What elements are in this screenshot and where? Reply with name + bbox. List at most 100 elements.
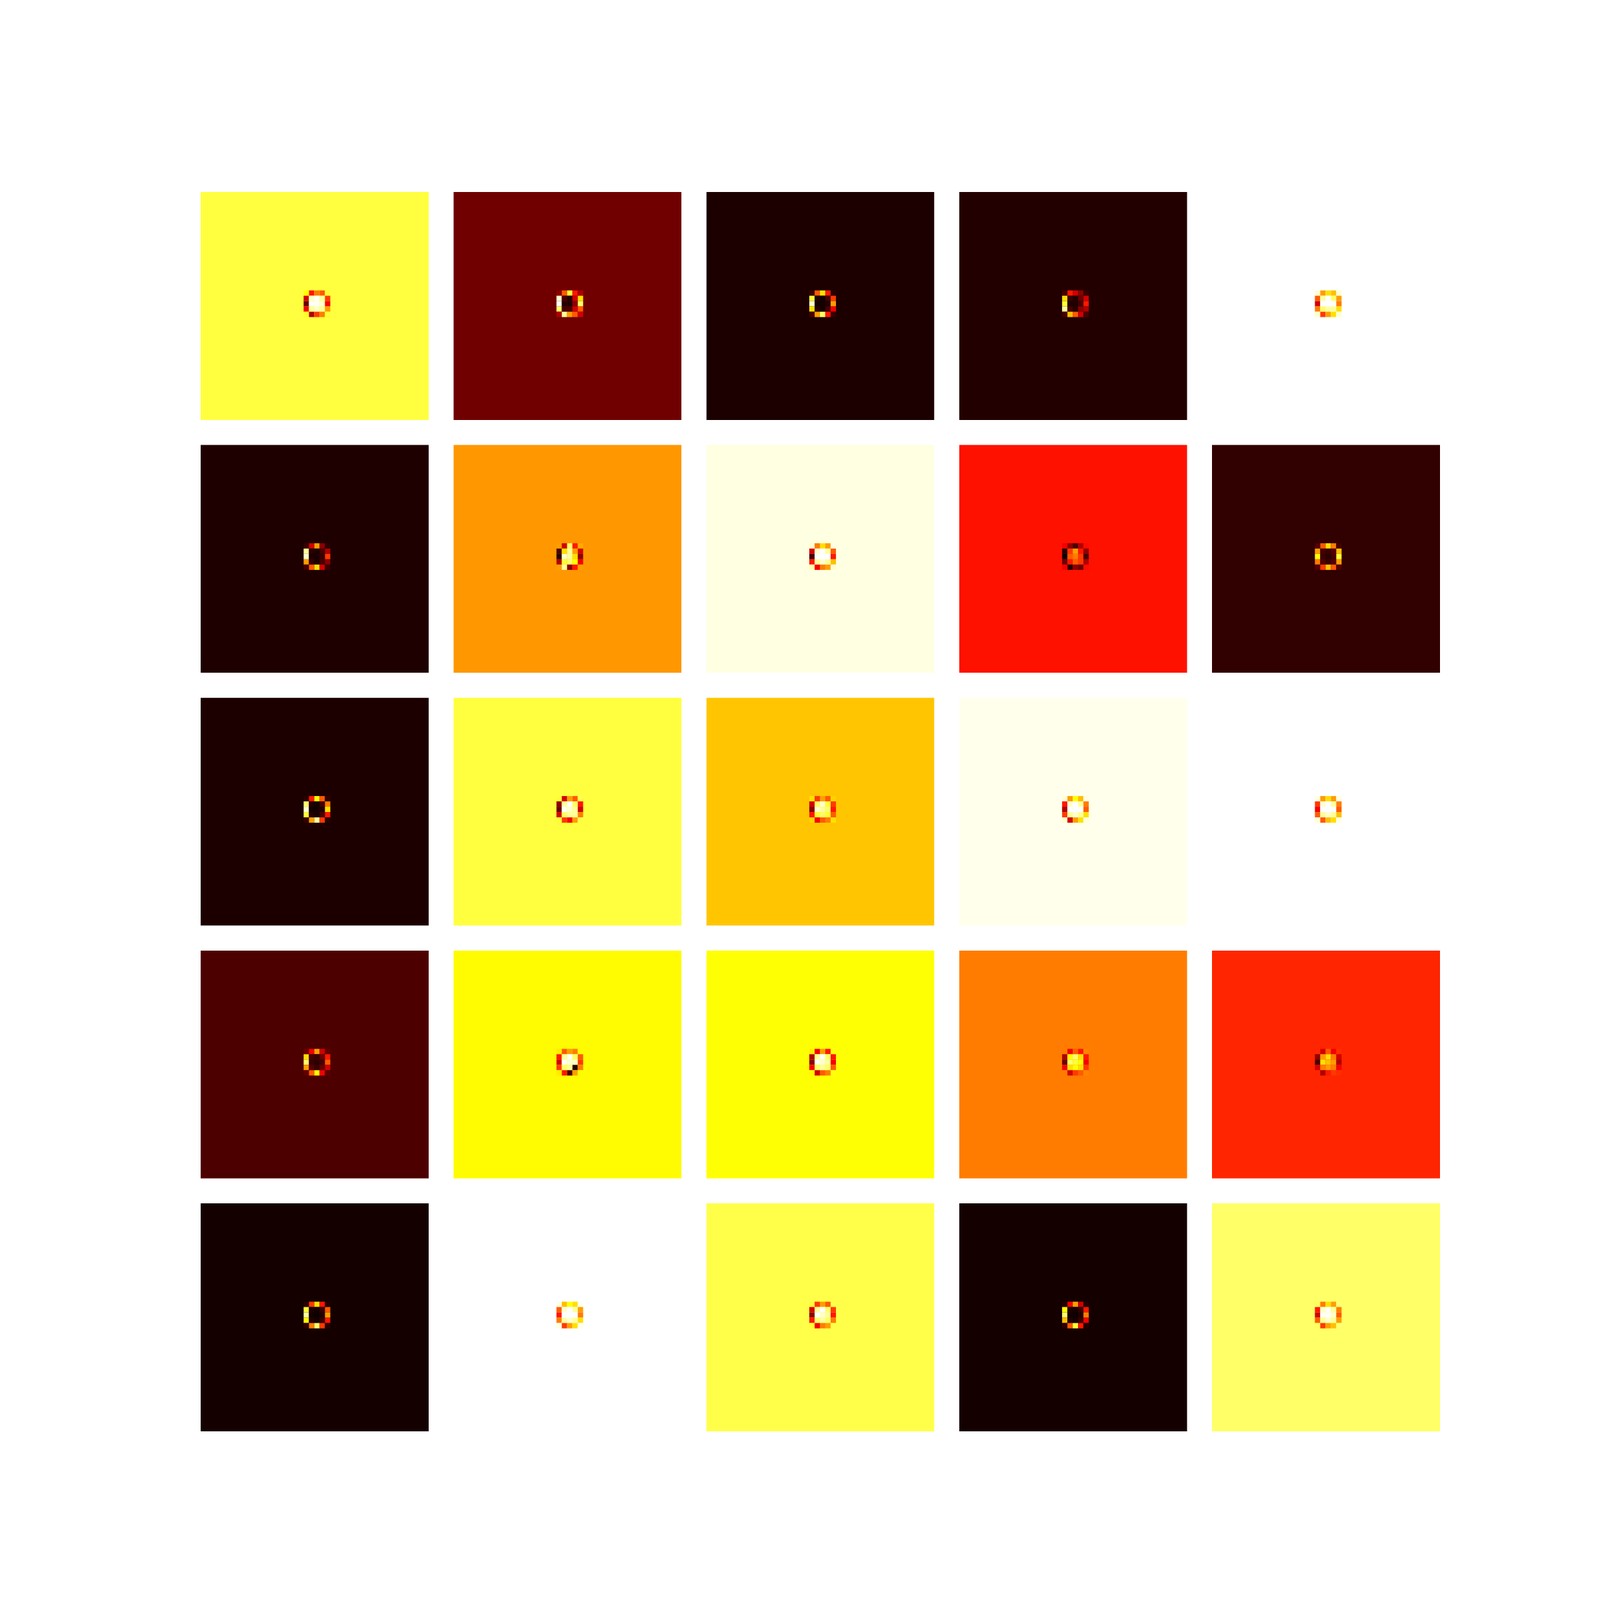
heatmap-cell [567,817,573,823]
heatmap-cell [1083,290,1089,296]
heatmap-cell [1336,548,1342,554]
heatmap-panel [706,950,934,1179]
heatmap-cell [814,564,820,570]
heatmap-cell [303,1323,309,1329]
heatmap-cell [314,290,320,296]
heatmap-cell [572,1312,578,1318]
heatmap-cell [1320,306,1326,312]
heatmap-cell [830,1064,836,1070]
heatmap-cell [1062,564,1068,570]
heatmap-cell [314,1054,320,1060]
heatmap-cell [303,559,309,565]
heatmap-cell [809,1318,815,1324]
heatmap-cell [567,306,573,312]
heatmap-cell [572,301,578,307]
heatmap-cell [1325,564,1331,570]
heatmap-cell [1330,1307,1336,1313]
heatmap-cell [814,1064,820,1070]
heatmap-cell [562,796,568,802]
heatmap-cell [1336,306,1342,312]
heatmap-cell [567,290,573,296]
heatmap-cell [1083,1318,1089,1324]
heatmap-cell [1062,796,1068,802]
heatmap-cell [1330,1318,1336,1324]
heatmap-cell [572,1064,578,1070]
heatmap-cell [324,290,330,296]
heatmap-cell [308,1323,314,1329]
heatmap-cell [567,1059,573,1065]
heatmap-cell [814,1312,820,1318]
heatmap-cell [1072,1054,1078,1060]
heatmap-cell [562,554,568,560]
heatmap-cell [556,1302,562,1308]
heatmap-cell [567,801,573,807]
heatmap-cell [1072,817,1078,823]
heatmap-cell [830,1059,836,1065]
heatmap-cell [1062,1302,1068,1308]
heatmap-cell [1072,306,1078,312]
heatmap-cell [1078,1064,1084,1070]
heatmap-cell [1062,1059,1068,1065]
heatmap-cell [1336,564,1342,570]
heatmap-background [706,444,934,673]
heatmap-cell [567,1070,573,1076]
heatmap-cell [578,564,584,570]
heatmap-cell [567,1054,573,1060]
heatmap-cell [1067,559,1073,565]
heatmap-cell [1325,312,1331,318]
heatmap-cell [1314,1302,1320,1308]
heatmap-cell [567,1323,573,1329]
heatmap-cell [1325,559,1331,565]
heatmap-cell [562,290,568,296]
heatmap-cell [1083,817,1089,823]
heatmap-background [959,1203,1188,1432]
heatmap-cell [1072,312,1078,318]
heatmap-cell [1314,1323,1320,1329]
heatmap-cell [820,296,826,302]
heatmap-cell [572,1054,578,1060]
heatmap-cell [324,1312,330,1318]
heatmap-cell [1083,1302,1089,1308]
heatmap-cell [814,290,820,296]
heatmap-cell [814,1302,820,1308]
heatmap-cell [825,301,831,307]
heatmap-cell [308,812,314,818]
heatmap-cell [1067,543,1073,549]
heatmap-background [453,697,682,926]
heatmap-cell [1325,801,1331,807]
heatmap-cell [1314,1070,1320,1076]
heatmap-cell [830,796,836,802]
heatmap-cell [1314,1059,1320,1065]
heatmap-cell [820,1307,826,1313]
heatmap-cell [1083,306,1089,312]
heatmap-cell [1325,1312,1331,1318]
heatmap-cell [1325,554,1331,560]
heatmap-cell [314,1323,320,1329]
heatmap-cell [1072,543,1078,549]
heatmap-cell [319,812,325,818]
heatmap-cell [825,1307,831,1313]
heatmap-cell [1067,1323,1073,1329]
heatmap-cell [324,548,330,554]
heatmap-cell [314,564,320,570]
heatmap-cell [1336,1064,1342,1070]
heatmap-cell [324,564,330,570]
heatmap-cell [1336,554,1342,560]
heatmap-cell [572,796,578,802]
heatmap-cell [1078,1307,1084,1313]
heatmap-cell [578,1059,584,1065]
heatmap-cell [303,806,309,812]
heatmap-cell [1083,296,1089,302]
heatmap-cell [567,312,573,318]
heatmap-cell [1320,1059,1326,1065]
heatmap-cell [814,817,820,823]
heatmap-cell [556,1312,562,1318]
heatmap-panel [200,697,429,926]
heatmap-cell [303,306,309,312]
heatmap-cell [303,817,309,823]
heatmap-cell [1320,290,1326,296]
heatmap-cell [1067,301,1073,307]
heatmap-cell [324,312,330,318]
heatmap-cell [1062,312,1068,318]
heatmap-cell [1320,1318,1326,1324]
